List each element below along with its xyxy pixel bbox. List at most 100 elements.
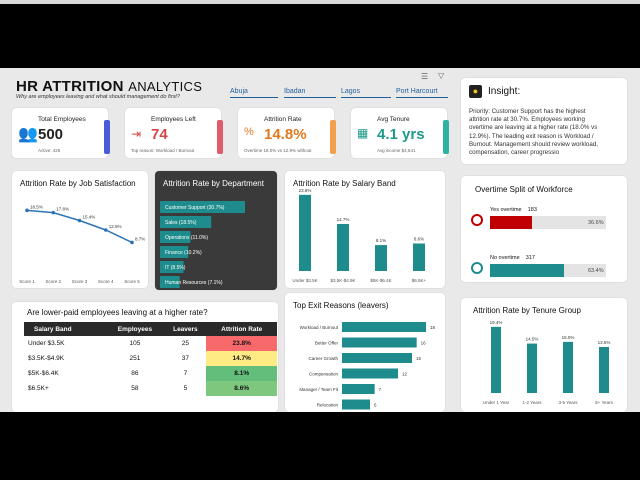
insight-text: Priority: Customer Support has the highe… [469,108,598,157]
chart-title: Top Exit Reasons (leavers) [293,301,389,310]
bar-label: Sales (18.5%) [165,220,197,226]
bar-label: Operations (11.0%) [165,235,208,241]
kpi-label: Employees Left [151,116,196,123]
exit-bar [342,322,426,332]
kpi-sub: Top reason: Workload / Burnout [131,148,195,153]
data-label: 23.8% [299,188,312,193]
column-header: Leavers [164,322,207,336]
overtime-yes-percent: 36.6% [588,220,604,226]
column-header: Attrition Rate [206,322,277,336]
bar-label: Finance (10.2%) [165,250,202,256]
salary-bar [375,245,387,271]
table-cell: 23.8% [206,336,277,351]
x-tick-label: Score 3 [72,279,88,284]
table-cell: 8.1% [206,366,277,381]
tenure-bar [563,341,573,393]
kpi-accent [104,120,110,154]
x-tick-label: Score 2 [45,279,61,284]
job-satisfaction-chart: Attrition Rate by Job Satisfaction 18.5%… [12,171,148,288]
data-point [25,208,29,213]
kpi-value: 14.8% [264,126,307,143]
x-tick-label: Under $3.5K [292,278,317,283]
x-tick-label: Score 4 [98,279,114,284]
funnel-icon[interactable]: ▽ [438,71,445,80]
x-tick-label: 1-2 Years [522,400,542,405]
data-label: 15 [416,356,422,361]
overtime-yes-bar [490,216,533,229]
table-cell: Under $3.5K [28,340,65,347]
bar-chart: Customer Support (30.7%) Sales (18.5%) Ope… [160,201,245,288]
data-label: 6 [374,403,377,408]
filter-ibadan[interactable]: Ibadan [284,88,336,98]
salary-bar [337,223,349,271]
data-label: 12 [402,372,408,377]
x-tick-label: 3-5 Years [558,400,578,405]
dept-bar [160,231,191,243]
kpi-label: Avg Tenure [377,116,410,123]
insight-card: ● Insight: Priority: Customer Support ha… [461,78,627,164]
kpi-accent [217,120,223,154]
tenure-bar [527,343,537,393]
table-cell: $6.5K+ [28,385,49,392]
overtime-no-label: No overtime 317 [490,255,535,261]
salary-bar [299,194,311,271]
lightbulb-icon: ● [469,85,482,98]
exit-bar [342,353,412,363]
people-icon: 👥 [18,126,38,143]
filter-lagos[interactable]: Lagos [341,88,391,98]
clock-icon [471,262,483,274]
kpi-avg-tenure: ▦ Avg Tenure 4.1 yrs Avg income $4,541 [351,108,449,158]
kpi-label: Attrition Rate [264,116,302,123]
insight-title: Insight: [488,86,521,97]
filter-abuja[interactable]: Abuja [230,88,278,98]
data-point [77,218,82,223]
exit-bar [342,337,417,348]
dept-bar [160,276,180,288]
dept-bar [160,261,184,273]
table-row: $6.5K+ 58 5 8.6% [24,381,277,396]
chart-title: Attrition Rate by Tenure Group [473,306,581,315]
salary-table-card: Are lower-paid employees leaving at a hi… [12,302,278,412]
x-tick-label: Score 5 [124,279,140,284]
data-label: 13.5% [598,340,611,345]
exit-bar [342,384,375,394]
column-header: Salary Band [24,322,106,336]
filter-port-harcourt[interactable]: Port Harcourt [396,88,448,98]
kpi-employees-left: ⇥ Employees Left 74 Top reason: Workload… [125,108,223,158]
table-cell: 58 [131,385,139,392]
data-label: 7 [379,387,382,392]
data-label: 8.1% [376,238,386,243]
page-title: HR ATTRITION ANALYTICS [16,78,203,95]
chart-title: Overtime Split of Workforce [475,185,573,194]
data-point [51,210,56,215]
x-tick-label: Score 1 [19,279,35,284]
table-cell: 8.6% [206,381,277,396]
table-row: $3.5K-$4.9K 251 37 14.7% [24,351,277,366]
data-point [103,228,108,232]
x-tick-label: $6.5K+ [412,278,427,283]
tenure-bar [599,346,609,393]
clear-filter-icon[interactable]: ☰ [421,72,429,81]
data-label: 16 [421,341,427,346]
salary-band-chart: Attrition Rate by Salary Band 23.8% Under… [285,171,445,288]
tenure-bar [491,326,501,393]
table-cell: 25 [181,340,189,347]
table-title: Are lower-paid employees leaving at a hi… [27,308,208,317]
kpi-sub: Active: 426 [38,148,61,153]
data-label: 19.4% [490,320,503,325]
y-tick-label: Relocation [317,403,339,408]
data-label: 17.8% [56,207,69,212]
bar-label: Customer Support (30.7%) [165,205,225,211]
chart-title: Attrition Rate by Salary Band [293,179,396,188]
table-cell: 251 [129,355,141,362]
dept-bar [160,201,245,213]
salary-table: Salary Band Employees Leavers Attrition … [24,322,277,396]
column-header: Employees [105,322,165,336]
table-cell: 7 [183,370,188,377]
kpi-value: 500 [38,126,64,143]
dashboard-canvas: HR ATTRITION ANALYTICS Why are employees… [0,68,640,412]
bar-chart: Workload / Burnout 18 Better Offer 16 Career… [299,322,436,410]
overtime-no-track [490,264,606,277]
chart-title: Attrition Rate by Department [163,179,264,188]
overtime-split-card: Overtime Split of Workforce Yes overtime… [461,176,627,282]
